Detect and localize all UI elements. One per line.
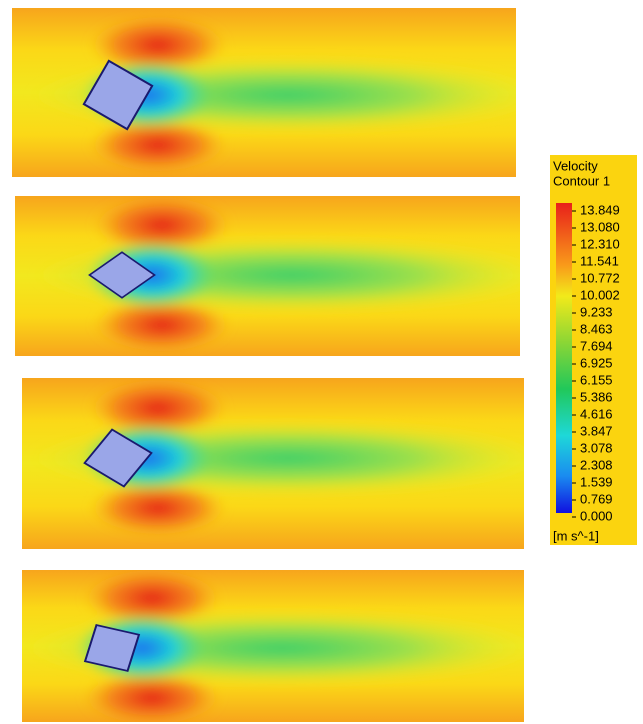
colorbar-label: 1.539 bbox=[580, 474, 613, 489]
colorbar-label: 0.769 bbox=[580, 491, 613, 506]
colorbar-label: 0.000 bbox=[580, 508, 613, 523]
colorbar bbox=[556, 203, 572, 513]
colorbar-label: 3.078 bbox=[580, 440, 613, 455]
figure: Velocity Contour 1 13.849 13.080 12.310 11.… bbox=[0, 0, 643, 724]
colorbar-label: 13.080 bbox=[580, 219, 620, 234]
colorbar-label: 9.233 bbox=[580, 304, 613, 319]
contour-panel bbox=[12, 8, 548, 177]
colorbar-label: 4.616 bbox=[580, 406, 613, 421]
colorbar-label: 7.694 bbox=[580, 338, 613, 353]
contour-panel bbox=[22, 568, 542, 724]
colorbar-label: 10.772 bbox=[580, 270, 620, 285]
contour-panel bbox=[15, 195, 552, 356]
legend: Velocity Contour 1 13.849 13.080 12.310 11.… bbox=[550, 155, 637, 545]
legend-unit: [m s^-1] bbox=[553, 528, 599, 543]
colorbar-label: 3.847 bbox=[580, 423, 613, 438]
colorbar-label: 12.310 bbox=[580, 236, 620, 251]
colorbar-label: 6.925 bbox=[580, 355, 613, 370]
colorbar-label: 5.386 bbox=[580, 389, 613, 404]
contour-panel bbox=[22, 378, 548, 549]
colorbar-label: 11.541 bbox=[580, 253, 619, 268]
colorbar-label: 6.155 bbox=[580, 372, 613, 387]
colorbar-label: 2.308 bbox=[580, 457, 613, 472]
legend-title: Contour 1 bbox=[553, 173, 610, 188]
colorbar-label: 10.002 bbox=[580, 287, 620, 302]
contour-panels bbox=[12, 8, 552, 724]
colorbar-label: 13.849 bbox=[580, 202, 620, 217]
colorbar-label: 8.463 bbox=[580, 321, 613, 336]
legend-title: Velocity bbox=[553, 158, 598, 173]
